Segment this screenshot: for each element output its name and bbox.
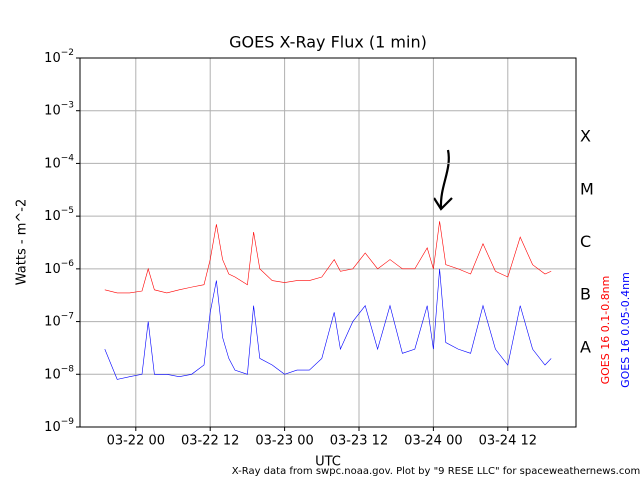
x-tick-label: 03-24 12 xyxy=(479,434,537,449)
y-tick-label: 10−6 xyxy=(44,258,74,276)
plot-frame xyxy=(79,57,577,428)
flare-class-label: B xyxy=(580,285,591,304)
y-tick-label: 10−2 xyxy=(44,48,74,66)
y-axis-label: Watts - m^-2 xyxy=(15,199,30,285)
arrow-head xyxy=(433,197,453,211)
series-line xyxy=(104,268,552,380)
x-tick-label: 03-23 12 xyxy=(330,434,388,449)
chart-title: GOES X-Ray Flux (1 min) xyxy=(229,33,427,52)
x-tick-label: 03-22 00 xyxy=(107,434,165,449)
legend-entry: GOES 16 0.1-0.8nm xyxy=(599,276,612,385)
x-tick-label: 03-22 12 xyxy=(181,434,239,449)
y-tick-label: 10−8 xyxy=(44,364,74,382)
arrow xyxy=(439,149,450,209)
flare-class-label: X xyxy=(580,127,591,146)
legend-entry: GOES 16 0.05-0.4nm xyxy=(619,272,632,388)
flare-class-label: M xyxy=(580,179,594,198)
x-tick-label: 03-24 00 xyxy=(404,434,462,449)
footer: X-Ray data from swpc.noaa.gov. Plot by "… xyxy=(232,466,640,477)
y-tick-label: 10−5 xyxy=(44,206,74,224)
y-tick-label: 10−9 xyxy=(44,417,74,435)
y-tick-label: 10−7 xyxy=(44,311,74,329)
x-tick-label: 03-23 00 xyxy=(255,434,313,449)
series-line xyxy=(104,221,552,294)
flare-class-label: A xyxy=(580,337,591,356)
flare-class-label: C xyxy=(580,232,591,251)
x-axis-label: UTC xyxy=(315,455,341,470)
y-tick-label: 10−4 xyxy=(44,153,74,171)
y-tick-label: 10−3 xyxy=(44,100,74,118)
